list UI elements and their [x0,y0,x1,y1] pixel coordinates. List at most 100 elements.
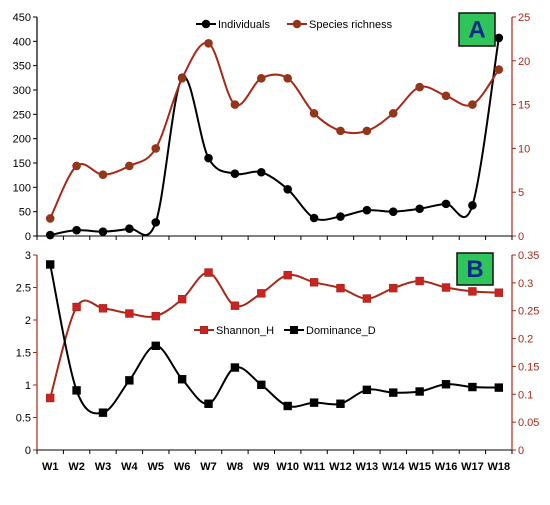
panel-b-data-point [257,289,266,298]
x-tick-label: W17 [461,461,484,473]
panel-b-left-tick-label: 1.5 [16,348,31,360]
panel-b-label-box [456,252,494,286]
panel-a-data-point [468,201,477,210]
panel-b-data-point [494,383,504,392]
panel-b-legend-marker [290,326,298,334]
panel-a-label-box [458,12,496,47]
x-tick-label: W14 [382,461,406,473]
panel-a-left-tick-label: 400 [13,36,31,48]
panel-b-data-point [283,401,292,411]
panel-a-data-point [125,161,134,171]
panel-a-data-point [177,74,187,83]
panel-b-left-tick-label: 1 [25,380,31,392]
panel-a-data-point [494,33,504,43]
panel-a-data-point [230,100,240,109]
panel-a-data-point [362,126,372,136]
panel-b-data-point [336,399,345,408]
panel-b-data-point [415,276,424,286]
panel-b-data-point [72,302,81,312]
panel-a-data-point [441,199,451,209]
panel-a-data-point [441,91,451,101]
x-tick-label: W11 [303,461,325,473]
panel-a-left-tick-label: 450 [13,12,31,24]
panel-b-data-point [72,386,81,395]
panel-b-right-tick-label: 0.1 [518,389,533,401]
panel-b-legend-label: Dominance_D [306,325,376,337]
panel-b-data-point [309,398,319,407]
panel-b-data-point [441,283,451,292]
x-tick-label: W16 [435,461,458,473]
panel-a-data-point [468,100,477,109]
panel-a-left-tick-label: 0 [25,231,31,243]
panel-a-data-point [336,126,345,136]
panel-a-left-tick-label: 250 [13,109,31,121]
x-tick-label: W6 [174,461,191,473]
panel-a-right-tick-label: 10 [518,143,530,155]
x-tick-label: W10 [276,461,299,473]
x-tick-label: W15 [408,461,431,473]
panel-b-right-tick-label: 0.15 [518,361,539,373]
x-tick-label: W12 [329,461,352,473]
panel-b-data-point [257,380,266,390]
panel-b-data-point [151,311,160,321]
panel-a-label-letter: A [468,17,485,44]
panel-a-data-point [98,227,108,236]
panel-b-right-tick-label: 0.25 [518,306,539,318]
panel-a-left-tick-label: 100 [13,182,31,194]
panel-a-data-point [230,169,240,179]
panel-b-data-point [494,288,504,297]
panel-b-data-point [177,294,187,304]
panel-a-right-tick-label: 5 [518,187,524,199]
panel-b-data-point [336,283,345,293]
panel-b-data-point [468,382,477,392]
panel-b-data-point [98,304,108,313]
panel-a-data-point [151,144,161,153]
x-tick-label: W3 [95,461,112,473]
x-tick-label: W9 [253,461,270,473]
panel-a-right-tick-label: 0 [518,231,524,243]
panel-b-data-point [151,341,160,351]
panel-b-right-tick-label: 0.2 [518,334,533,346]
panel-b-data-point [441,380,451,389]
panel-a-legend-marker [292,19,302,29]
panel-b-data-point [177,375,187,384]
panel-b-series-line-shannon-h [49,271,499,399]
panel-b-legend-marker [200,326,208,334]
panel-a-legend-marker [201,19,211,29]
panel-b-data-point [309,278,319,287]
panel-b-right-tick-label: 0.05 [518,417,539,429]
panel-a-data-point [72,161,81,171]
panel-a-data-point [309,213,319,223]
panel-a-data-point [204,153,213,163]
panel-b-left-tick-label: 0.5 [16,413,31,425]
panel-b-data-point [98,408,108,417]
panel-a-data-point [257,74,266,83]
panel-a-right-tick-label: 25 [518,12,530,24]
panel-b-left-tick-label: 2.5 [16,283,31,295]
panel-b-data-point [468,287,477,296]
panel-b-legend-label: Shannon_H [216,325,274,337]
panel-b-data-point [283,270,292,280]
panel-b-right-tick-label: 0.3 [518,278,533,290]
x-tick-label: W7 [200,461,217,473]
x-tick-label: W4 [121,461,138,473]
x-tick-label: W1 [42,461,59,473]
panel-a-data-point [388,207,398,216]
panel-b-data-point [125,309,134,318]
panel-a-legend-label: Individuals [218,19,270,31]
panel-a-data-point [98,170,108,179]
panel-a-data-point [283,184,292,194]
x-tick-label: W2 [68,461,85,473]
panel-b-data-point [230,301,240,310]
panel-b-right-tick-label: 0 [518,445,524,457]
panel-b-data-point [362,385,372,395]
panel-a-data-point [415,204,424,214]
panel-b-data-point [389,283,398,293]
panel-b-data-point [415,387,424,396]
panel-a-data-point [388,109,398,118]
panel-a-right-tick-label: 20 [518,56,530,68]
panel-a-left-tick-label: 300 [13,85,31,97]
panel-b-data-point [125,376,134,385]
